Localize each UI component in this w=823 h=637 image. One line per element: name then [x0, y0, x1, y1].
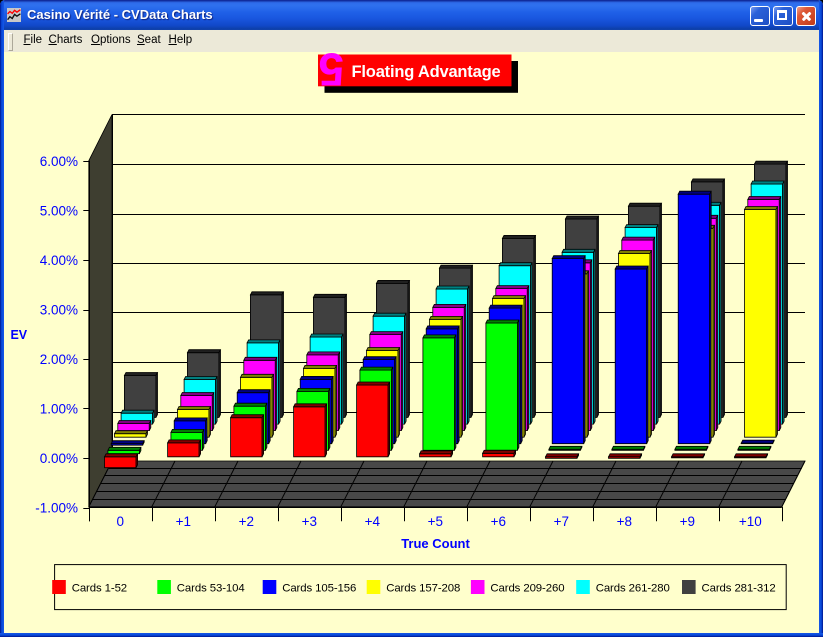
svg-text:+8: +8: [617, 514, 632, 529]
svg-text:Cards 209-260: Cards 209-260: [490, 583, 564, 595]
svg-text:Cards 53-104: Cards 53-104: [177, 583, 245, 595]
svg-text:+4: +4: [365, 514, 381, 529]
svg-text:+7: +7: [554, 514, 569, 529]
svg-text:+10: +10: [739, 514, 762, 529]
svg-text:+1: +1: [176, 514, 191, 529]
svg-text:Cards 261-280: Cards 261-280: [596, 583, 670, 595]
svg-text:3.00%: 3.00%: [40, 303, 78, 318]
svg-text:-1.00%: -1.00%: [35, 501, 78, 516]
svg-text:0.00%: 0.00%: [40, 451, 78, 466]
svg-text:EV: EV: [10, 328, 27, 342]
svg-text:Cards 157-208: Cards 157-208: [386, 583, 460, 595]
svg-text:Cards 105-156: Cards 105-156: [282, 583, 356, 595]
svg-text:+9: +9: [680, 514, 695, 529]
svg-text:4.00%: 4.00%: [40, 253, 78, 268]
svg-text:2.00%: 2.00%: [40, 352, 78, 367]
svg-text:+3: +3: [302, 514, 317, 529]
svg-text:5: 5: [319, 44, 345, 96]
svg-text:+2: +2: [239, 514, 254, 529]
svg-text:True Count: True Count: [401, 536, 470, 551]
svg-text:+6: +6: [491, 514, 506, 529]
svg-text:Cards 1-52: Cards 1-52: [72, 583, 127, 595]
svg-text:Cards 281-312: Cards 281-312: [702, 583, 776, 595]
svg-text:Floating Advantage: Floating Advantage: [352, 63, 501, 81]
svg-text:1.00%: 1.00%: [40, 402, 78, 417]
svg-text:+5: +5: [428, 514, 443, 529]
svg-text:5.00%: 5.00%: [40, 204, 78, 219]
svg-text:6.00%: 6.00%: [40, 154, 78, 169]
svg-text:0: 0: [117, 514, 125, 529]
